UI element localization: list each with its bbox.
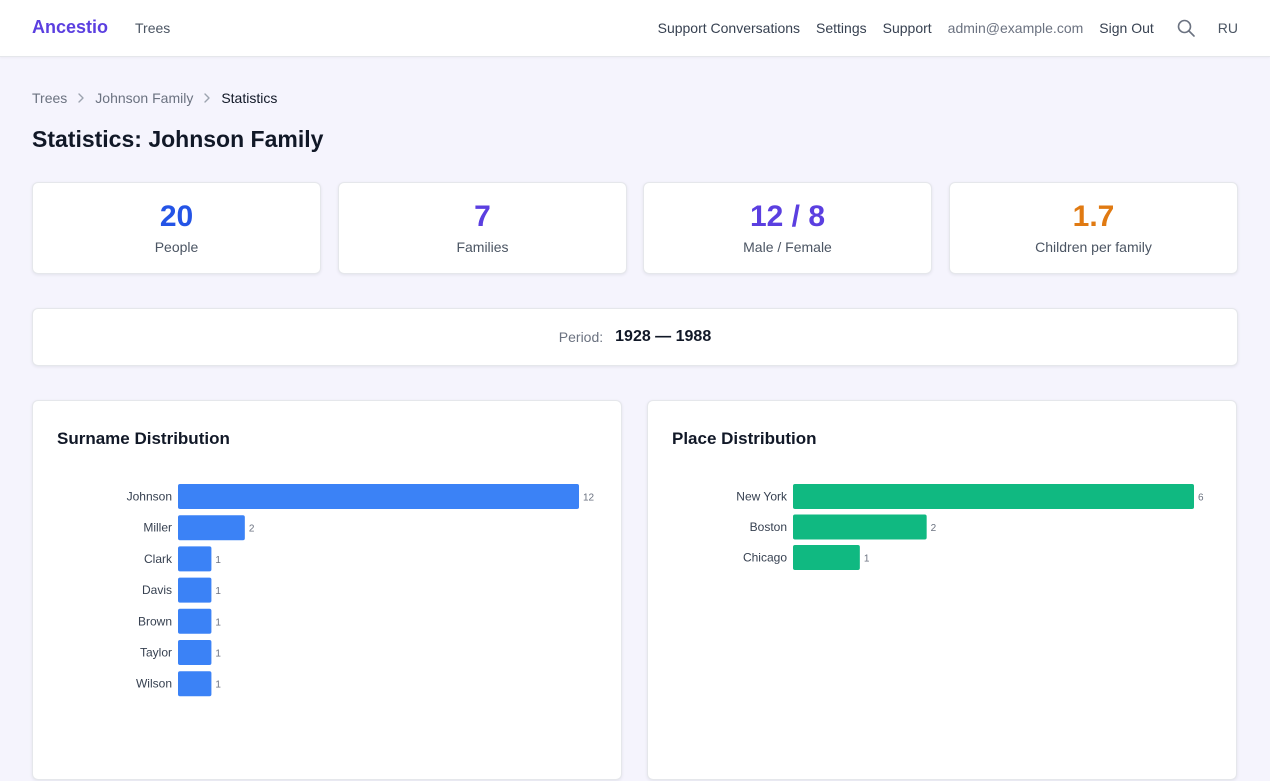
- bar-category-label: Johnson: [127, 490, 172, 504]
- bar-category-label: Taylor: [140, 646, 172, 660]
- stat-card-families: 7 Families: [338, 182, 627, 274]
- bar-category-label: Brown: [138, 614, 172, 628]
- surname-distribution-chart: Johnson 12 Miller 2 Clark 1 Davis 1 Brown 1 Taylor…: [127, 484, 595, 697]
- nav-link-support[interactable]: Support: [882, 20, 932, 36]
- stat-card-male-female: 12 / 8 Male / Female: [643, 182, 932, 274]
- bar-value-label: 2: [931, 523, 937, 534]
- sign-out-button[interactable]: Sign Out: [1099, 20, 1154, 36]
- stat-label: Male / Female: [743, 239, 832, 255]
- breadcrumb-item-johnson-family[interactable]: Johnson Family: [95, 90, 194, 106]
- stat-label: Families: [456, 239, 509, 255]
- bar-davis[interactable]: [178, 577, 212, 603]
- page-title: Statistics: Johnson Family: [32, 126, 324, 152]
- breadcrumb: Trees Johnson Family Statistics: [32, 90, 277, 106]
- chevron-right-icon: [199, 90, 215, 106]
- stat-card-people: 20 People: [32, 182, 321, 274]
- bar-value-label: 1: [215, 555, 221, 566]
- bar-value-label: 1: [215, 617, 221, 628]
- nav-link-settings[interactable]: Settings: [816, 20, 867, 36]
- bar-category-label: Boston: [750, 520, 787, 534]
- period-label: Period:: [558, 329, 604, 345]
- surname-distribution-card: Surname Distribution Johnson 12 Miller 2 Cla…: [32, 400, 622, 780]
- bar-wilson[interactable]: [178, 671, 212, 697]
- stat-value: 20: [159, 200, 194, 233]
- place-distribution-card: Place Distribution New York 6 Boston 2 Chica…: [647, 400, 1237, 780]
- bar-value-label: 1: [215, 586, 221, 597]
- stat-card-children-per-family: 1.7 Children per family: [949, 182, 1238, 274]
- bar-miller[interactable]: [178, 515, 245, 541]
- bar-chicago[interactable]: [793, 545, 860, 570]
- language-switch[interactable]: RU: [1217, 20, 1238, 36]
- bar-category-label: Davis: [142, 583, 172, 597]
- brand-logo[interactable]: Ancestio: [32, 17, 109, 37]
- place-distribution-chart: New York 6 Boston 2 Chicago 1: [736, 484, 1204, 570]
- stat-value: 12 / 8: [749, 200, 826, 233]
- bar-category-label: Chicago: [743, 551, 787, 565]
- breadcrumb-item-trees[interactable]: Trees: [32, 90, 68, 106]
- chart-title: Place Distribution: [672, 429, 817, 448]
- period-card: Period: 1928 — 1988: [32, 308, 1238, 366]
- stat-label: Children per family: [1035, 239, 1152, 255]
- bar-category-label: New York: [736, 490, 788, 504]
- search-icon[interactable]: [1176, 18, 1196, 38]
- bar-boston[interactable]: [793, 514, 927, 540]
- user-email[interactable]: admin@example.com: [947, 20, 1084, 36]
- bar-value-label: 12: [583, 493, 595, 504]
- stat-value: 1.7: [1072, 200, 1115, 233]
- nav-right-group: Support Conversations Settings Support a…: [658, 0, 1238, 56]
- bar-category-label: Wilson: [136, 677, 172, 691]
- bar-clark[interactable]: [178, 546, 212, 572]
- stat-value: 7: [474, 200, 491, 233]
- bar-category-label: Clark: [144, 552, 173, 566]
- breadcrumb-item-statistics: Statistics: [221, 90, 278, 106]
- period-value: 1928 — 1988: [615, 328, 712, 345]
- nav-link-support-conversations[interactable]: Support Conversations: [657, 20, 801, 36]
- stat-label: People: [154, 239, 199, 255]
- bar-value-label: 1: [864, 554, 870, 565]
- chevron-right-icon: [73, 90, 89, 106]
- bar-brown[interactable]: [178, 608, 212, 634]
- bar-taylor[interactable]: [178, 640, 212, 665]
- bar-new-york[interactable]: [793, 484, 1194, 509]
- bar-johnson[interactable]: [178, 484, 579, 509]
- bar-category-label: Miller: [143, 521, 172, 535]
- bar-value-label: 6: [1198, 493, 1204, 504]
- chart-title: Surname Distribution: [57, 429, 230, 448]
- bar-value-label: 1: [215, 649, 221, 660]
- bar-value-label: 1: [215, 680, 221, 691]
- nav-link-trees[interactable]: Trees: [135, 20, 171, 36]
- bar-value-label: 2: [249, 524, 255, 535]
- top-navbar: Ancestio Trees Support Conversations Set…: [0, 0, 1270, 57]
